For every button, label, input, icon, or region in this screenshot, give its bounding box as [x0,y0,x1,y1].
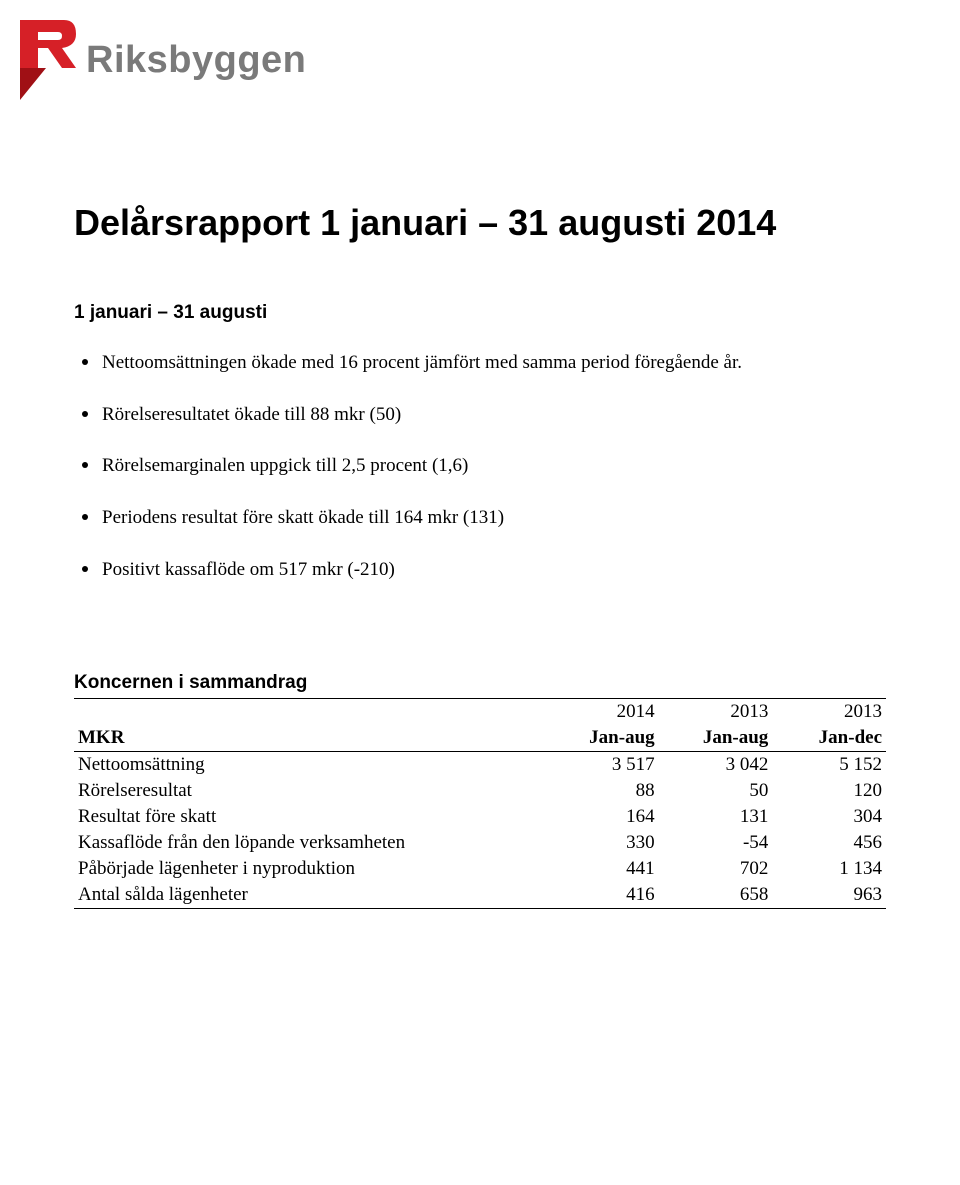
table-cell-value: 702 [659,856,773,882]
table-cell-label: Påbörjade lägenheter i nyproduktion [74,856,545,882]
table-header-year: 2013 [659,699,773,726]
table-row: Antal sålda lägenheter 416 658 963 [74,882,886,909]
table-cell-value: 3 042 [659,752,773,779]
table-cell-value: 131 [659,804,773,830]
table-header-period: Jan-aug [545,725,659,752]
table-header-period: Jan-aug [659,725,773,752]
table-cell-label: Resultat före skatt [74,804,545,830]
table-row: Resultat före skatt 164 131 304 [74,804,886,830]
table-cell-label: Kassaflöde från den löpande verksamheten [74,830,545,856]
list-item: Positivt kassaflöde om 517 mkr (-210) [102,557,886,583]
table-cell-value: 658 [659,882,773,909]
table-cell-value: 963 [772,882,886,909]
document-page: Riksbyggen Delårsrapport 1 januari – 31 … [0,0,960,969]
list-item: Periodens resultat före skatt ökade till… [102,505,886,531]
table-header-year: 2013 [772,699,886,726]
table-cell-label: Nettoomsättning [74,752,545,779]
table-cell-value: 456 [772,830,886,856]
table-cell-value: 88 [545,778,659,804]
table-header-empty [74,699,545,726]
table-cell-value: 164 [545,804,659,830]
table-header-period: Jan-dec [772,725,886,752]
table-cell-value: 304 [772,804,886,830]
table-cell-value: 1 134 [772,856,886,882]
list-item: Nettoomsättningen ökade med 16 procent j… [102,350,886,376]
subtitle: 1 januari – 31 augusti [74,302,886,324]
table-cell-value: 50 [659,778,773,804]
logo-text: Riksbyggen [86,39,306,82]
table-row: Rörelseresultat 88 50 120 [74,778,886,804]
table-cell-value: 330 [545,830,659,856]
table-cell-value: 5 152 [772,752,886,779]
table-cell-value: -54 [659,830,773,856]
table-row: Påbörjade lägenheter i nyproduktion 441 … [74,856,886,882]
table-row: Nettoomsättning 3 517 3 042 5 152 [74,752,886,779]
table-row: Kassaflöde från den löpande verksamheten… [74,830,886,856]
table-title: Koncernen i sammandrag [74,672,886,694]
bullet-list: Nettoomsättningen ökade med 16 procent j… [74,350,886,582]
page-title: Delårsrapport 1 januari – 31 augusti 201… [74,202,886,244]
table-header-row: MKR Jan-aug Jan-aug Jan-dec [74,725,886,752]
table-cell-value: 120 [772,778,886,804]
logo: Riksbyggen [18,18,886,102]
summary-table: 2014 2013 2013 MKR Jan-aug Jan-aug Jan-d… [74,698,886,909]
table-cell-value: 441 [545,856,659,882]
list-item: Rörelsemarginalen uppgick till 2,5 proce… [102,453,886,479]
table-header-year: 2014 [545,699,659,726]
table-header-label: MKR [74,725,545,752]
table-cell-value: 416 [545,882,659,909]
riksbyggen-logo-icon [18,18,78,102]
table-cell-label: Antal sålda lägenheter [74,882,545,909]
table-header-row: 2014 2013 2013 [74,699,886,726]
list-item: Rörelseresultatet ökade till 88 mkr (50) [102,402,886,428]
table-cell-label: Rörelseresultat [74,778,545,804]
table-cell-value: 3 517 [545,752,659,779]
